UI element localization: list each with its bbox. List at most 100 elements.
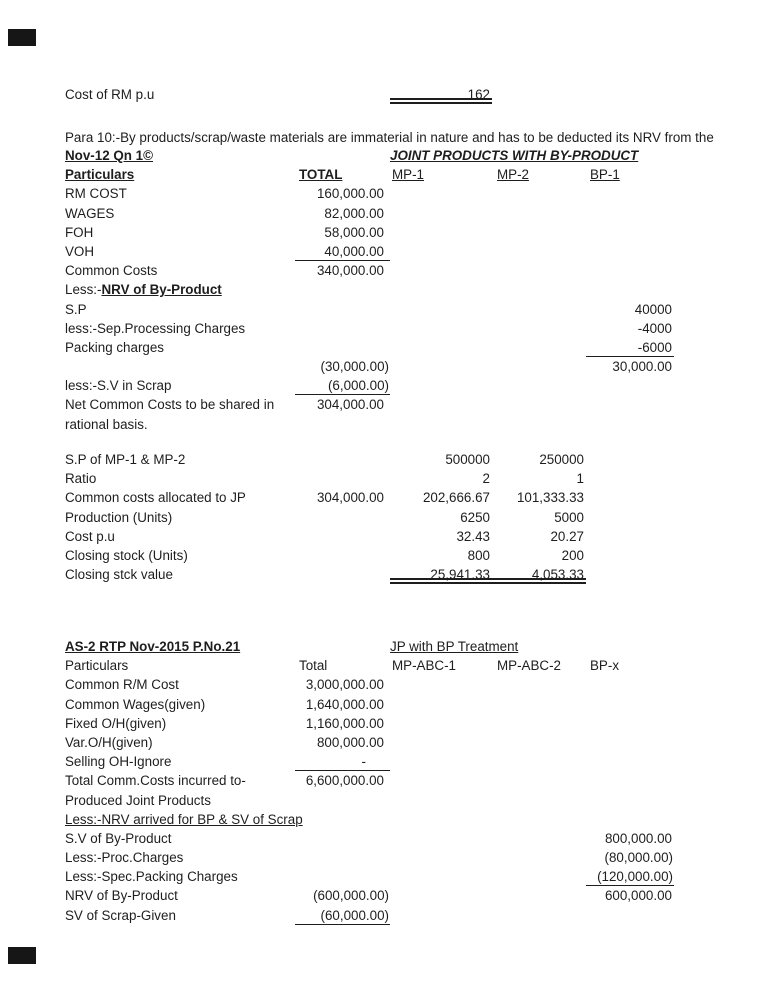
table-row: (30,000.00) 30,000.00 [65, 357, 765, 376]
column-header-total: Total [299, 658, 328, 674]
table-row: VOH 40,000.00 [65, 242, 765, 262]
cell-label: Closing stck value [65, 567, 173, 583]
cell-label [65, 357, 295, 376]
cell-label: less:-S.V in Scrap [65, 378, 172, 394]
cell-label: less:-Sep.Processing Charges [65, 320, 246, 336]
cell-bp: 40000 [634, 301, 672, 317]
table-row: Packing charges -6000 [65, 338, 765, 358]
cell-total: (6,000.00) [295, 376, 390, 396]
section1-header-row: Particulars TOTAL MP-1 MP-2 BP-1 [65, 165, 765, 184]
table-row: Closing stock (Units) 800 200 [65, 546, 765, 565]
cell-mp2: 5000 [554, 509, 584, 525]
cell-label: S.V of By-Product [65, 830, 172, 846]
cell-bp: -4000 [637, 320, 672, 336]
cell-label: Produced Joint Products [65, 792, 211, 808]
column-header-mp-abc-1: MP-ABC-1 [392, 658, 456, 674]
cell-label: Common Wages(given) [65, 696, 206, 712]
page-corner-mark-bottom [8, 947, 36, 964]
section2: S.P of MP-1 & MP-2 500000 250000 Ratio 2… [65, 450, 765, 585]
cell-label: rational basis. [65, 416, 148, 432]
cell-total: 82,000.00 [324, 205, 384, 221]
cell-total: 40,000.00 [295, 242, 390, 262]
table-row: Common Wages(given) 1,640,000.00 [65, 695, 765, 714]
cell-total: 1,640,000.00 [305, 696, 384, 712]
section3: AS-2 RTP Nov-2015 P.No.21 JP with BP Tre… [65, 637, 765, 925]
cell-label: WAGES [65, 205, 115, 221]
cell-mp2: 1 [576, 471, 584, 487]
cell-mp1: 202,666.67 [422, 490, 490, 506]
column-header-particulars: Particulars [65, 658, 129, 674]
section1-heading: JOINT PRODUCTS WITH BY-PRODUCT [390, 148, 639, 163]
table-row: SV of Scrap-Given (60,000.00) [65, 906, 765, 925]
table-row: Common R/M Cost 3,000,000.00 [65, 675, 765, 694]
cell-label: FOH [65, 224, 94, 240]
table-row: NRV of By-Product (600,000.00) 600,000.0… [65, 886, 765, 905]
cell-mp1: 6250 [460, 509, 490, 525]
column-header-particulars: Particulars [65, 167, 135, 183]
table-row: Cost of RM p.u 162 [65, 85, 765, 105]
cell-label: Selling OH-Ignore [65, 754, 172, 770]
cell-bp: 800,000.00 [604, 830, 672, 846]
column-header-mp1: MP-1 [392, 167, 424, 183]
cell-label: Net Common Costs to be shared in [65, 397, 275, 413]
table-row: Less:-Proc.Charges (80,000.00) [65, 848, 765, 867]
cell-label: NRV of By-Product [65, 888, 178, 904]
cell-bp: (120,000.00) [586, 867, 674, 887]
table-row: Cost p.u 32.43 20.27 [65, 527, 765, 546]
table-row: Common costs allocated to JP 304,000.00 … [65, 488, 765, 507]
column-header-total: TOTAL [299, 167, 343, 183]
cell-label: RM COST [65, 186, 127, 202]
table-row: Selling OH-Ignore - [65, 752, 765, 772]
cell-total: - [295, 752, 390, 772]
cell-mp2: 20.27 [550, 528, 584, 544]
table-row: rational basis. [65, 415, 765, 434]
section3-title: AS-2 RTP Nov-2015 P.No.21 [65, 639, 241, 654]
cell-label: Fixed O/H(given) [65, 715, 167, 731]
section3-header-row: Particulars Total MP-ABC-1 MP-ABC-2 BP-x [65, 656, 765, 675]
cell-mp1: 500000 [445, 452, 490, 467]
rm-unit-cost-block: Cost of RM p.u 162 [65, 85, 765, 105]
cell-label: Common Costs [65, 263, 158, 279]
cell-label: S.P of MP-1 & MP-2 [65, 452, 186, 467]
cell-label: Packing charges [65, 339, 164, 355]
table-row: S.P 40000 [65, 300, 765, 319]
table-row: Less:-NRV of By-Product [65, 280, 765, 299]
table-row: less:-Sep.Processing Charges -4000 [65, 319, 765, 338]
column-header-bp1: BP-1 [590, 167, 620, 183]
cell-label: SV of Scrap-Given [65, 907, 176, 923]
cell-total: 340,000.00 [316, 263, 384, 279]
cell-mp1: 2 [482, 471, 490, 487]
cell-mp1: 32.43 [456, 528, 490, 544]
cell-bp: -6000 [586, 338, 674, 358]
section3-title-row: AS-2 RTP Nov-2015 P.No.21 JP with BP Tre… [65, 637, 765, 656]
table-row: Closing stck value 25,941.33 4,053.33 [65, 565, 765, 585]
cell-mp2: 200 [561, 547, 584, 563]
table-row: Less:-Spec.Packing Charges (120,000.00) [65, 867, 765, 887]
table-row: Ratio 2 1 [65, 469, 765, 488]
table-row: Net Common Costs to be shared in 304,000… [65, 395, 765, 414]
table-row: S.P of MP-1 & MP-2 500000 250000 [65, 450, 765, 469]
cell-total: 800,000.00 [316, 734, 384, 750]
cell-mp2: 250000 [539, 452, 584, 467]
cell-total: 1,160,000.00 [305, 715, 384, 731]
cell-total: (60,000.00) [295, 906, 390, 925]
cell-total: (600,000.00) [313, 888, 389, 904]
page-corner-mark-top [8, 29, 36, 46]
nrv-emphasis: NRV of By-Product [101, 282, 222, 298]
cell-total: 3,000,000.00 [305, 677, 384, 693]
cell-label: Ratio [65, 471, 97, 487]
cell-mp1: 800 [467, 547, 490, 563]
cell-bp: (80,000.00) [604, 850, 674, 866]
rm-cost-value: 162 [390, 85, 492, 105]
section3-heading: JP with BP Treatment [390, 639, 519, 654]
cell-label: S.P [65, 301, 87, 317]
column-header-bp-x: BP-x [590, 658, 620, 674]
cell-total: 304,000.00 [316, 397, 384, 413]
cell-mp2: 101,333.33 [516, 490, 584, 506]
cell-label: Less:-NRV arrived for BP & SV of Scrap [65, 811, 303, 827]
cell-total: 6,600,000.00 [305, 773, 384, 789]
cell-total: 160,000.00 [316, 186, 384, 202]
cell-label: Less:-NRV of By-Product [65, 282, 222, 298]
cell-label: Var.O/H(given) [65, 734, 153, 750]
cell-label: Closing stock (Units) [65, 547, 188, 563]
